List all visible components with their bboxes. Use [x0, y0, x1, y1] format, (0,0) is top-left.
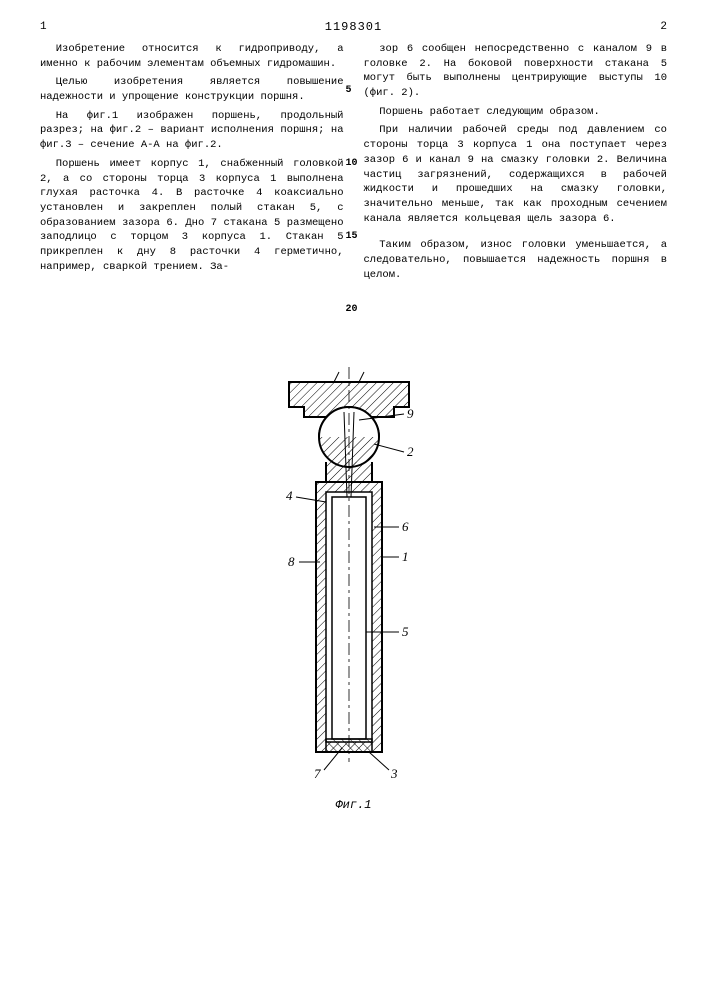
line-num: 5	[346, 84, 352, 98]
label-7: 7	[314, 766, 321, 781]
page-header: 1 1198301 2	[40, 20, 667, 34]
para: зор 6 сообщен непосредственно с каналом …	[364, 42, 668, 101]
line-num: 20	[346, 303, 358, 317]
piston-diagram: 9 2 4 8 6 1 5 7 3	[244, 362, 464, 792]
label-2: 2	[407, 444, 414, 459]
label-5: 5	[402, 624, 409, 639]
para: Поршень работает следующим образом.	[364, 105, 668, 120]
figure-caption: Фиг.1	[40, 798, 667, 812]
label-6: 6	[402, 519, 409, 534]
label-3: 3	[390, 766, 398, 781]
para: На фиг.1 изображен поршень, продольный р…	[40, 109, 344, 153]
label-8: 8	[288, 554, 295, 569]
label-1: 1	[402, 549, 409, 564]
line-num: 10	[346, 157, 358, 171]
patent-page: 1 1198301 2 Изобретение относится к гидр…	[0, 0, 707, 1000]
text-columns: Изобретение относится к гидроприводу, а …	[40, 42, 667, 332]
label-4: 4	[286, 488, 293, 503]
para: Целью изобретения является повышение над…	[40, 75, 344, 104]
label-9: 9	[407, 406, 414, 421]
figure-1: 9 2 4 8 6 1 5 7 3 Фиг.1	[40, 362, 667, 812]
page-num-left: 1	[40, 21, 47, 33]
page-num-right: 2	[660, 21, 667, 33]
para: Таким образом, износ головки уменьшается…	[364, 238, 668, 282]
para: Поршень имеет корпус 1, снабженный голов…	[40, 157, 344, 275]
right-column: 5 10 15 20 зор 6 сообщен непосредственно…	[364, 42, 668, 332]
para: Изобретение относится к гидроприводу, а …	[40, 42, 344, 71]
document-id: 1198301	[47, 20, 661, 34]
left-column: Изобретение относится к гидроприводу, а …	[40, 42, 344, 332]
line-num: 15	[346, 230, 358, 244]
para: При наличии рабочей среды под давлением …	[364, 123, 668, 226]
